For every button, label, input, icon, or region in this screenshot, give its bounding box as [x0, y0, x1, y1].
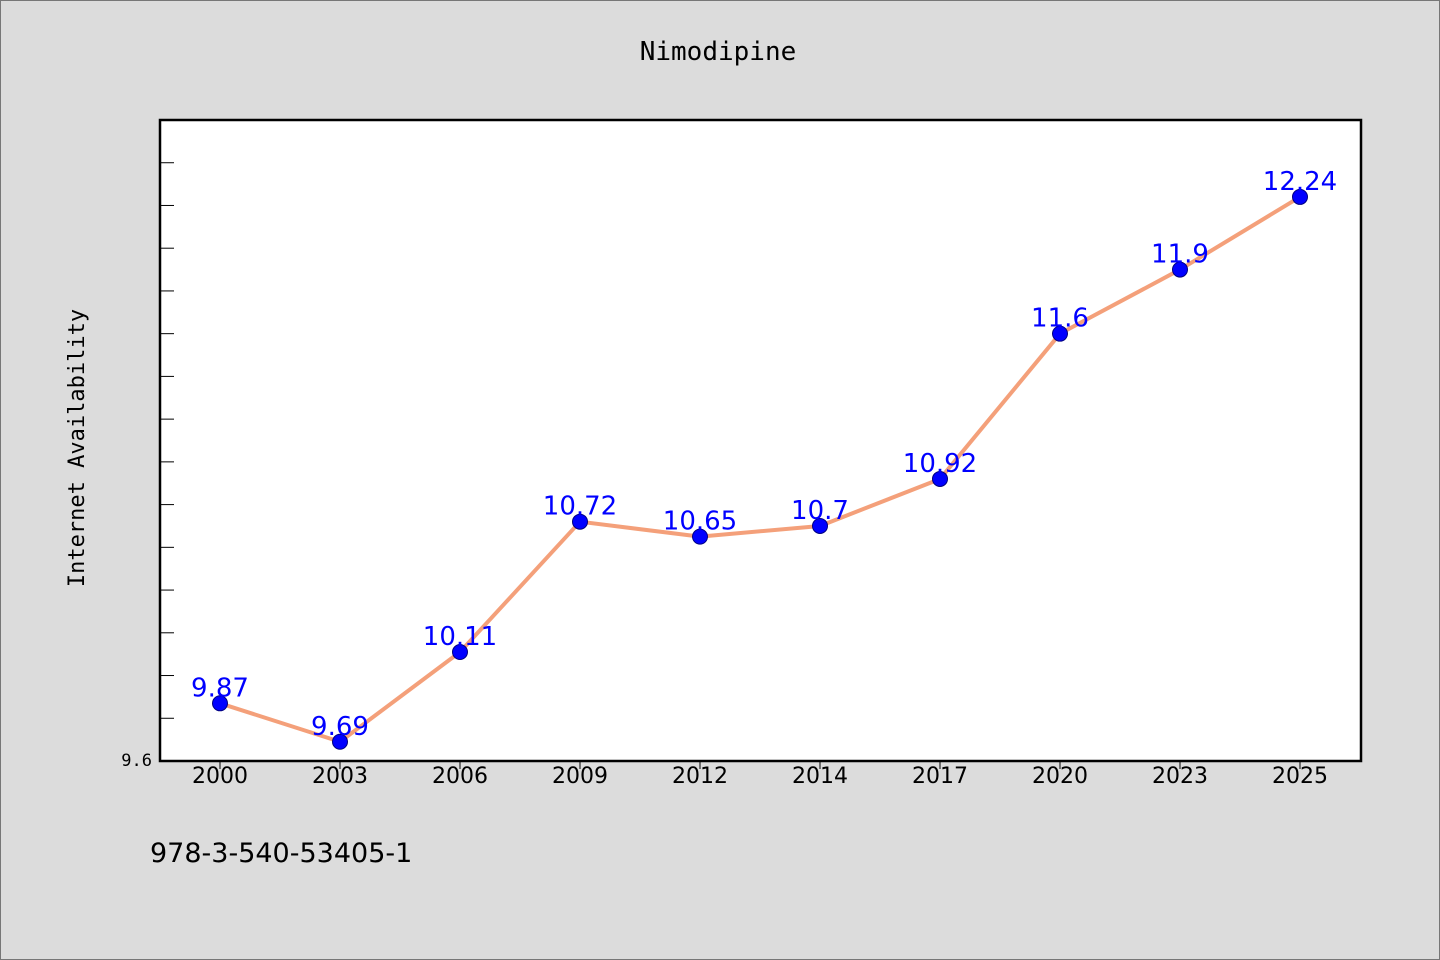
- data-label: 10.11: [423, 622, 497, 652]
- x-tick-label: 2003: [312, 764, 368, 789]
- data-label: 10.92: [903, 449, 977, 479]
- data-point: [812, 517, 828, 534]
- data-point: [1172, 261, 1188, 278]
- x-tick-label: 2009: [552, 764, 608, 789]
- footer-isbn-text: 978-3-540-53405-1: [150, 838, 412, 869]
- data-point: [212, 695, 228, 712]
- data-point: [932, 470, 948, 487]
- x-tick-label: 2017: [912, 764, 968, 789]
- data-label: 11.9: [1151, 240, 1209, 270]
- data-label: 11.6: [1031, 304, 1089, 334]
- data-label: 12.24: [1263, 167, 1337, 197]
- x-tick-label: 2014: [792, 764, 848, 789]
- y-axis-label: Internet Availability: [65, 309, 90, 587]
- data-point: [692, 528, 708, 545]
- chart-title: Nimodipine: [640, 37, 797, 67]
- x-tick-label: 2000: [192, 764, 248, 789]
- data-label: 10.7: [791, 496, 849, 526]
- x-tick-label: 2020: [1032, 764, 1088, 789]
- series-markers: [212, 188, 1308, 750]
- series-line-group: [218, 194, 1302, 744]
- series-data-labels: 9.87 9.69 10.11 10.72 10.65 10.7 10.92 11.6 11.9…: [191, 167, 1337, 742]
- data-point: [1292, 188, 1308, 205]
- x-axis-ticks: 2000 2003 2006 2009 2012 2014 2017 2020 2023 2025: [192, 761, 1328, 789]
- x-tick-label: 2023: [1152, 764, 1208, 789]
- x-tick-label: 2006: [432, 764, 488, 789]
- data-label: 10.65: [663, 507, 737, 537]
- data-point: [332, 733, 348, 750]
- data-label: 10.72: [543, 492, 617, 522]
- x-tick-label: 2012: [672, 764, 728, 789]
- plot-area: [158, 118, 1363, 763]
- y-tick-label-min: 9.6: [121, 751, 152, 771]
- data-point: [452, 644, 468, 661]
- series-line: [218, 194, 1302, 744]
- data-point: [1052, 325, 1068, 342]
- data-label: 9.87: [191, 673, 249, 703]
- data-label: 9.69: [311, 712, 369, 742]
- x-tick-label: 2025: [1272, 764, 1328, 789]
- y-axis-ticks: [160, 162, 174, 719]
- data-point: [572, 513, 588, 530]
